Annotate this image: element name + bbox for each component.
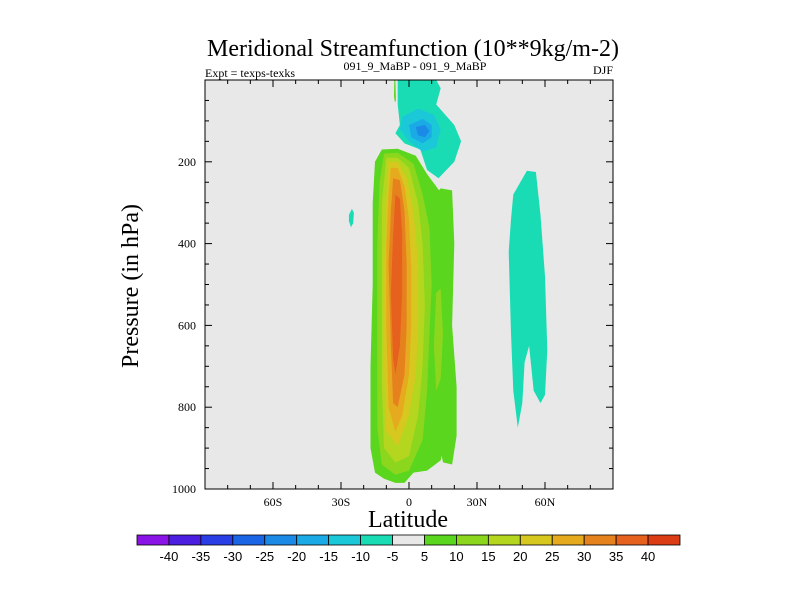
x-tick-label: 0 xyxy=(406,495,412,509)
colorbar-swatch xyxy=(583,534,617,546)
colorbar-swatch xyxy=(328,534,361,546)
colorbar-label: 5 xyxy=(421,549,428,564)
colorbar-label: -5 xyxy=(387,549,399,564)
y-axis-label: Pressure (in hPa) xyxy=(118,204,144,368)
y-tick-label: 600 xyxy=(178,318,196,332)
colorbar-label: -10 xyxy=(351,549,370,564)
colorbar-swatch xyxy=(264,534,298,546)
colorbar-swatch xyxy=(519,534,553,546)
colorbar-label: -35 xyxy=(191,549,210,564)
colorbar-label: 30 xyxy=(577,549,591,564)
contour-sh-small-neg-5 xyxy=(348,208,354,228)
plot-area xyxy=(205,80,613,489)
colorbar-swatch xyxy=(456,534,489,546)
axes: 60S 30S 0 30N 60N 200 400 600 800 1000 xyxy=(172,79,614,509)
x-tick-label: 30N xyxy=(467,495,488,509)
colorbar-swatch xyxy=(424,534,457,546)
colorbar-swatch xyxy=(200,534,234,546)
colorbar: -40 -35 -30 -25 -20 -15 -10 -5 5 10 15 20 25 30 35 40 xyxy=(136,534,681,564)
colorbar-swatch xyxy=(487,534,521,546)
y-tick-label: 200 xyxy=(178,155,196,169)
colorbar-swatch xyxy=(615,534,649,546)
chart-subtitle-center: 091_9_MaBP - 091_9_MaBP xyxy=(344,59,487,73)
colorbar-swatch xyxy=(392,534,425,546)
x-tick-label: 60N xyxy=(535,495,556,509)
colorbar-label: -20 xyxy=(287,549,306,564)
colorbar-swatch xyxy=(647,534,681,546)
contour-nh-neg-5 xyxy=(508,170,548,428)
colorbar-label: 10 xyxy=(449,549,463,564)
colorbar-swatch xyxy=(168,534,202,546)
x-axis-label: Latitude xyxy=(368,507,448,533)
x-tick-label: 60S xyxy=(264,495,283,509)
y-tick-label: 800 xyxy=(178,400,196,414)
colorbar-label: 40 xyxy=(641,549,655,564)
colorbar-label: 15 xyxy=(481,549,495,564)
colorbar-label: 35 xyxy=(609,549,623,564)
contour-upper-cell-20 xyxy=(415,125,430,138)
contour-nh-cell-10 xyxy=(431,188,457,465)
chart-subtitle-right: DJF xyxy=(593,63,613,77)
colorbar-swatch xyxy=(232,534,266,546)
colorbar-label: -40 xyxy=(160,549,179,564)
contour-positive-cell-40 xyxy=(390,194,403,375)
colorbar-swatch xyxy=(551,534,585,546)
colorbar-swatch xyxy=(296,534,330,546)
contour-small-green-top xyxy=(394,80,396,103)
chart-title: Meridional Streamfunction (10**9kg/m-2) xyxy=(207,36,619,62)
y-tick-label: 400 xyxy=(178,237,196,251)
colorbar-label: -15 xyxy=(319,549,338,564)
y-tick-label: 1000 xyxy=(172,482,196,496)
colorbar-label: 25 xyxy=(545,549,559,564)
colorbar-label: -25 xyxy=(255,549,274,564)
colorbar-swatch xyxy=(136,534,170,546)
colorbar-swatch xyxy=(360,534,393,546)
chart-subtitle-left: Expt = texps-texks xyxy=(205,66,295,80)
colorbar-label: 20 xyxy=(513,549,527,564)
contour-nh-cell-15 xyxy=(433,288,443,391)
colorbar-label: -30 xyxy=(223,549,242,564)
x-tick-label: 30S xyxy=(332,495,351,509)
